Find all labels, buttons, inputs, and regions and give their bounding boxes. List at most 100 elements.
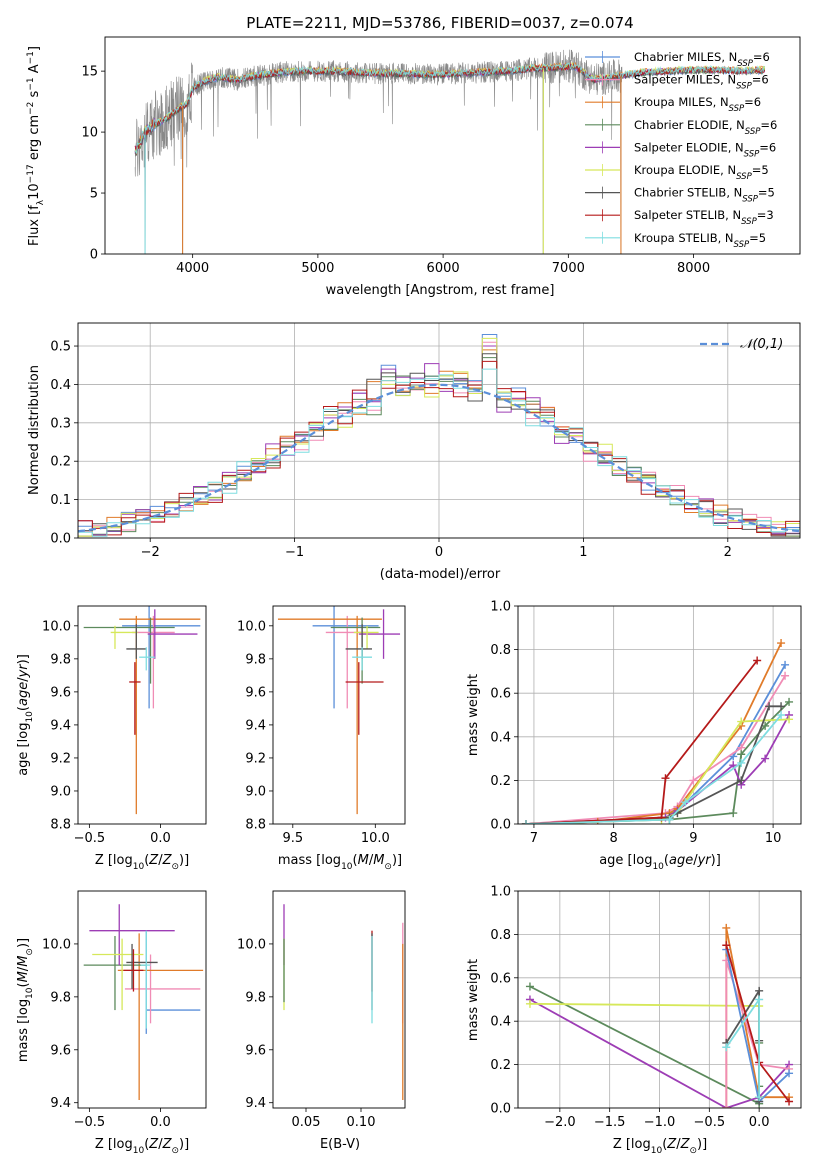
massweight-marker (777, 711, 786, 719)
spectrum-model-line (134, 62, 765, 155)
axes-frame (272, 605, 406, 825)
massweight-marker (761, 754, 770, 763)
massweight-marker (781, 671, 790, 680)
massweight-marker (525, 999, 534, 1008)
massweight-marker (722, 923, 731, 932)
y-tick-label: 9.4 (50, 1096, 71, 1111)
x-tick-label: 4000 (176, 261, 209, 276)
legend-entry: Salpeter MILES, NSSP=6 (634, 73, 769, 92)
x-tick-label: 7 (530, 831, 538, 846)
x-tick-label: −0.5 (694, 1115, 726, 1130)
y-tick-label: 8.8 (245, 818, 266, 833)
y-tick-label: 10.0 (42, 937, 71, 952)
y-tick-label: 9.4 (245, 1096, 266, 1111)
spectrum-plot-area (134, 49, 766, 254)
legend-entry: 𝒩(0,1) (740, 337, 783, 352)
y-tick-label: 0.2 (490, 1058, 511, 1073)
x-tick-label: −0.5 (74, 831, 106, 846)
y-axis-label: Normed distribution (27, 365, 42, 495)
x-tick-label: 5000 (301, 261, 334, 276)
y-tick-label: 9.4 (245, 718, 266, 733)
y-tick-label: 0.5 (50, 340, 71, 355)
panel-age_vs_mass: 9.5 10.0 8.8 9.0 9.2 9.4 9.6 9.8 10.0 mass [log10… (237, 605, 406, 872)
panel-massweight_vs_Z: −2.0 −1.5 −1.0 −0.5 0.0 0.0 0.2 0.4 0.6 0.8 1.0 Z [… (466, 885, 802, 1156)
y-axis-label: Flux [fλ10−17 erg cm−2 s−1 A−1] (26, 46, 46, 246)
axes-frame (77, 605, 207, 825)
y-tick-label: 1.0 (490, 885, 511, 900)
massweight-marker (753, 656, 762, 665)
x-tick-label: 10.0 (361, 831, 390, 846)
x-tick-label: 8000 (677, 261, 710, 276)
y-tick-label: 9.8 (245, 990, 266, 1005)
y-axis-label: mass weight (466, 959, 481, 1041)
x-axis-label: Z [log10(Z/Z⊙)] (95, 853, 189, 872)
residual-legend: 𝒩(0,1) (700, 337, 783, 352)
massweight-marker (781, 660, 790, 669)
y-tick-label: 0.2 (490, 774, 511, 789)
massweight-marker (681, 798, 690, 807)
y-tick-label: 9.6 (245, 685, 266, 700)
y-tick-label: 10.0 (237, 937, 266, 952)
massweight-marker (785, 697, 794, 706)
massweight-marker (777, 639, 786, 648)
y-axis-label: mass [log10(M/M⊙)] (16, 938, 35, 1062)
massweight-marker (755, 986, 764, 995)
y-axis-label: mass weight (466, 674, 481, 756)
massweight-marker (755, 1093, 764, 1102)
massweight_vs_age-plot-area (518, 606, 801, 824)
massweight-marker (665, 815, 674, 824)
y-tick-label: 9.6 (245, 1043, 266, 1058)
x-tick-label: 10 (765, 831, 782, 846)
mass_vs_ebv-plot-area (283, 904, 404, 1101)
x-tick-label: 8 (610, 831, 618, 846)
y-tick-label: 9.0 (50, 784, 71, 799)
y-tick-label: 0.0 (490, 1102, 511, 1117)
massweight-marker (785, 1069, 794, 1078)
massweight-marker (689, 776, 698, 785)
axes-frame (517, 605, 802, 825)
y-tick-label: 9.8 (245, 652, 266, 667)
y-tick-label: 0.2 (50, 455, 71, 470)
massweight-marker (737, 717, 746, 726)
panel-residuals: −2 −1 0 1 2 0.0 0.1 0.2 0.3 0.4 0.5 𝒩(0,1) (data-mod… (27, 322, 801, 582)
massweight-marker (722, 1104, 731, 1108)
x-tick-label: 1 (579, 545, 587, 560)
x-tick-label: 6000 (427, 261, 460, 276)
legend-entry: Chabrier STELIB, NSSP=5 (634, 186, 775, 205)
massweight-line (525, 659, 758, 824)
y-axis-label: age [log10(age/yr)] (16, 654, 35, 776)
panel-massweight_vs_age: 7 8 9 10 0.0 0.2 0.4 0.6 0.8 1.0 age [log10(age/yr… (466, 600, 802, 872)
y-tick-label: 0.4 (490, 730, 511, 745)
x-tick-label: 0.0 (150, 831, 171, 846)
y-tick-label: 8.8 (50, 818, 71, 833)
panel-mass_vs_ebv: 0.05 0.10 9.4 9.6 9.8 10.0 E(B-V) (237, 890, 406, 1152)
massweight-marker (521, 820, 530, 824)
x-tick-label: 0.0 (150, 1115, 171, 1130)
x-tick-label: −0.5 (74, 1115, 106, 1130)
legend-entry: Salpeter ELODIE, NSSP=6 (634, 140, 776, 159)
axes-frame (104, 36, 801, 255)
y-tick-label: 9.4 (50, 718, 71, 733)
legend-entry: Kroupa MILES, NSSP=6 (634, 95, 761, 114)
x-tick-label: 9 (689, 831, 697, 846)
x-tick-label: 0.0 (749, 1115, 770, 1130)
panel-mass_vs_Z: −0.5 0.0 9.4 9.6 9.8 10.0 Z [log10(Z/Z⊙)] mass … (16, 890, 207, 1156)
y-tick-label: 9.2 (245, 751, 266, 766)
x-axis-label: Z [log10(Z/Z⊙)] (613, 1137, 707, 1156)
y-tick-label: 0.4 (50, 378, 71, 393)
x-tick-label: 7000 (552, 261, 585, 276)
age_vs_mass-plot-area (277, 606, 401, 815)
massweight-marker (722, 1043, 731, 1052)
y-tick-label: 0.6 (490, 971, 511, 986)
massweight-marker (737, 776, 746, 785)
y-tick-label: 5 (90, 187, 98, 202)
y-tick-label: 9.6 (50, 1043, 71, 1058)
y-tick-label: 0.8 (490, 643, 511, 658)
y-tick-label: 10 (81, 126, 98, 141)
y-tick-label: 0.3 (50, 416, 71, 431)
x-axis-label: E(B-V) (320, 1137, 360, 1152)
spectrum-legend: Chabrier MILES, NSSP=6 Salpeter MILES, NS… (585, 50, 777, 250)
x-axis-label: Z [log10(Z/Z⊙)] (95, 1137, 189, 1156)
y-tick-label: 9.2 (50, 751, 71, 766)
